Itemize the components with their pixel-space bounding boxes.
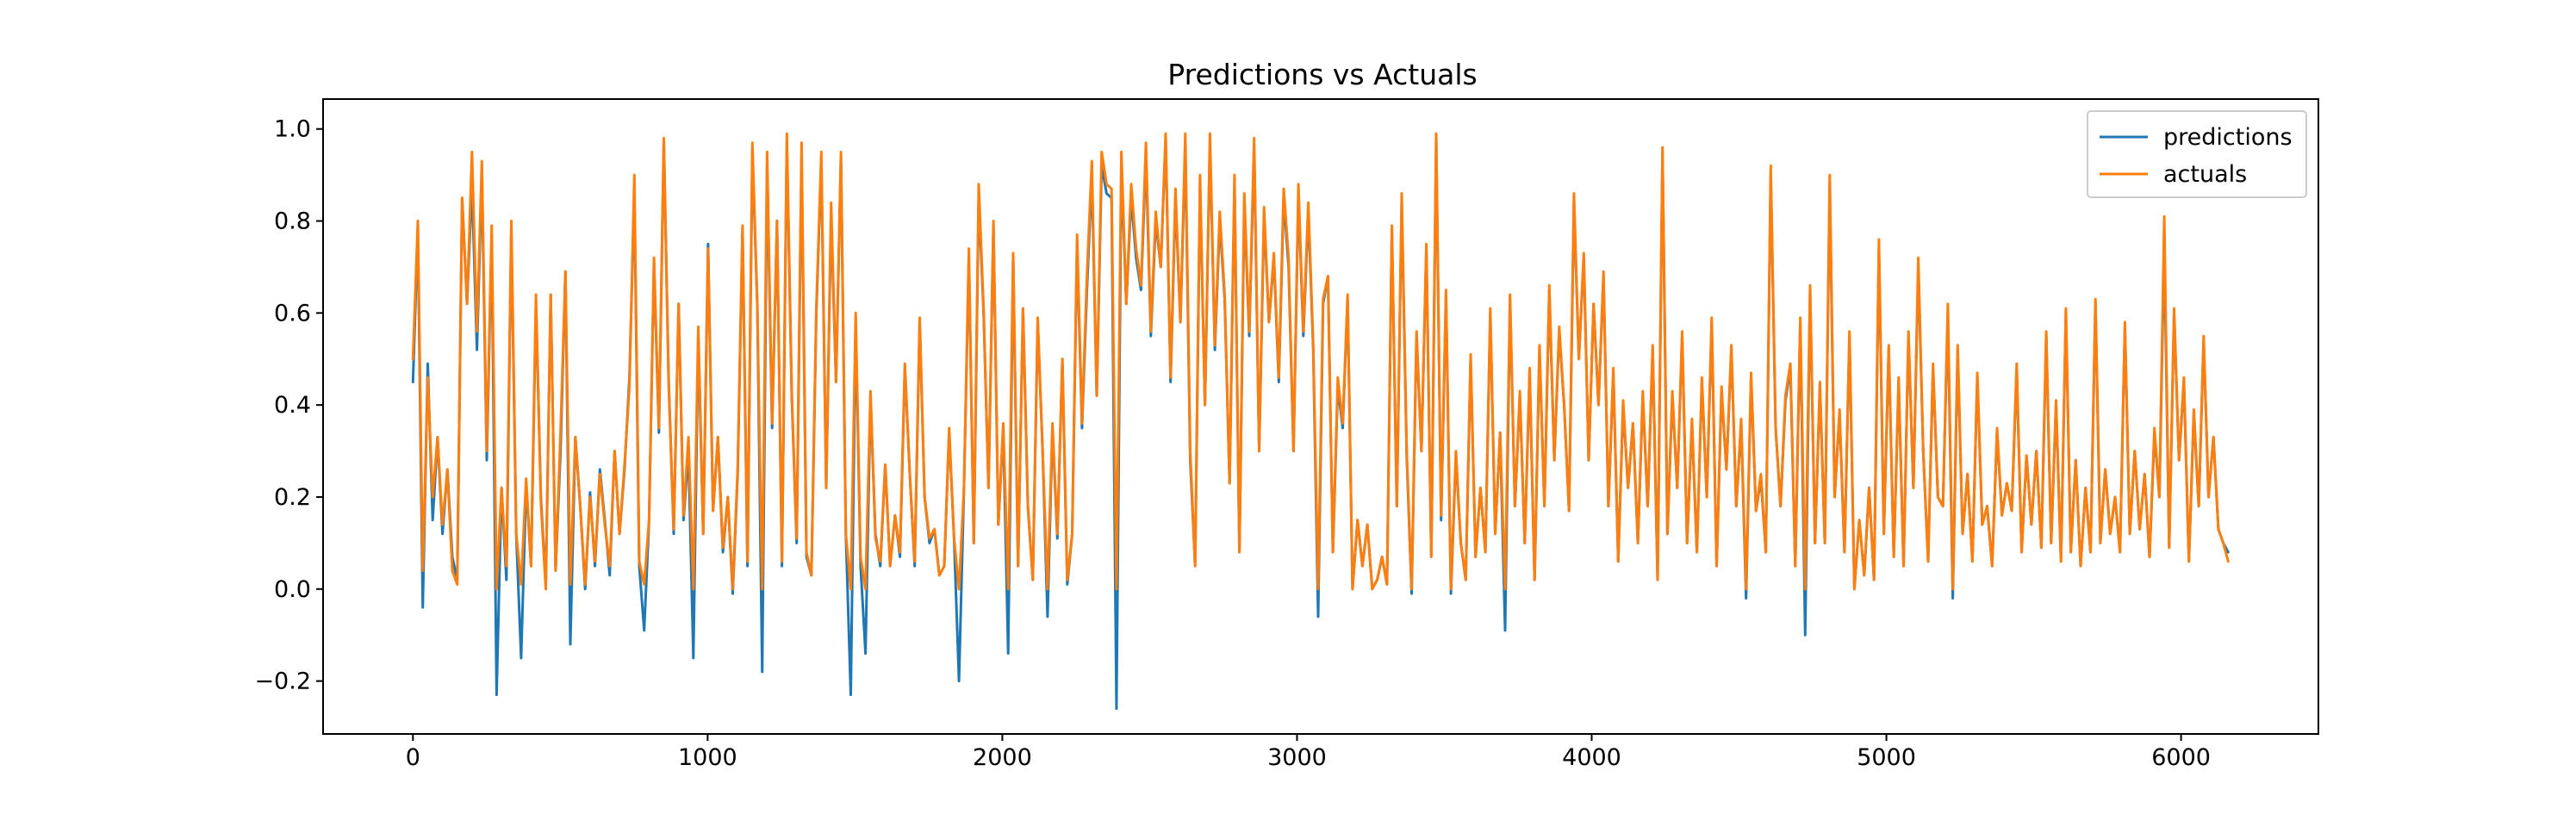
- y-tick-label: 0.2: [274, 484, 311, 511]
- x-tick-label: 3000: [1267, 744, 1327, 771]
- y-axis: −0.2 0.0 0.2 0.4 0.6 0.8 1.0: [254, 116, 323, 695]
- legend: predictions actuals: [2087, 110, 2307, 198]
- x-tick-label: 0: [406, 744, 420, 771]
- y-tick-label: 1.0: [274, 116, 311, 143]
- plot-frame: [322, 98, 2319, 735]
- y-tick-label: 0.6: [274, 300, 311, 326]
- legend-label-actuals: actuals: [2163, 161, 2247, 188]
- x-tick-label: 5000: [1857, 744, 1916, 771]
- x-tick-label: 6000: [2151, 744, 2211, 771]
- y-tick-label: 0.8: [274, 208, 311, 235]
- chart-title: Predictions vs Actuals: [1167, 58, 1477, 91]
- y-tick-label: −0.2: [254, 668, 311, 695]
- legend-box: [2087, 110, 2307, 198]
- x-tick-label: 1000: [678, 744, 737, 771]
- x-tick-label: 2000: [973, 744, 1032, 771]
- y-tick-label: 0.0: [274, 576, 311, 603]
- y-tick-label: 0.4: [274, 392, 311, 419]
- x-axis: 0 1000 2000 3000 4000 5000 6000: [406, 734, 2211, 771]
- series-line-actuals: [411, 132, 2230, 591]
- x-tick-label: 4000: [1562, 744, 1621, 771]
- series-layer: [411, 132, 2230, 711]
- legend-label-predictions: predictions: [2163, 124, 2293, 151]
